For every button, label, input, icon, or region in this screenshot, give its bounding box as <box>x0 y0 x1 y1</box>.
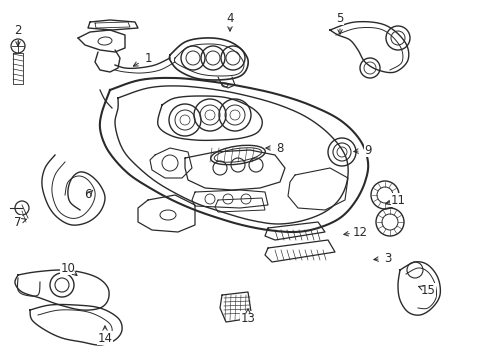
Text: 14: 14 <box>97 332 112 345</box>
Text: 5: 5 <box>336 12 343 24</box>
Text: 15: 15 <box>420 284 434 297</box>
Text: 10: 10 <box>61 261 75 274</box>
Text: 2: 2 <box>14 23 21 36</box>
Text: 6: 6 <box>84 189 92 202</box>
Text: 11: 11 <box>390 194 405 207</box>
Text: 12: 12 <box>352 225 367 238</box>
Text: 7: 7 <box>14 216 21 229</box>
Text: 4: 4 <box>226 12 233 24</box>
Text: 9: 9 <box>364 144 371 157</box>
Text: 3: 3 <box>384 252 391 265</box>
Text: 8: 8 <box>276 141 283 154</box>
Text: 13: 13 <box>240 311 255 324</box>
Text: 1: 1 <box>144 51 151 64</box>
